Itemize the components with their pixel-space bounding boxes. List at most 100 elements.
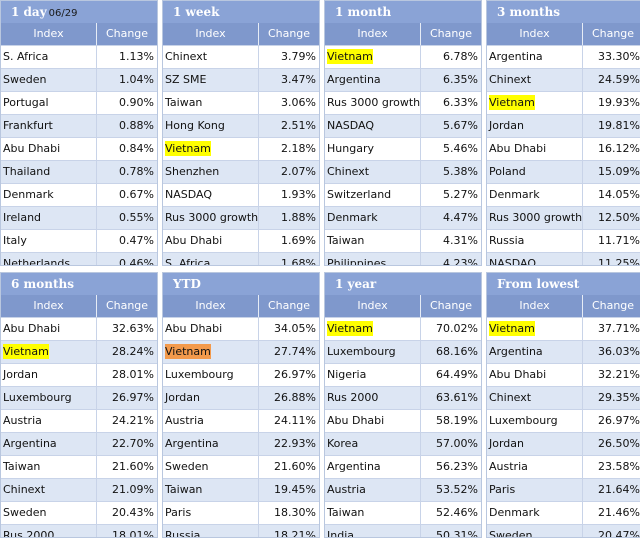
index-cell: Denmark: [487, 502, 583, 524]
table-row: Rus 2000 18.01%: [1, 524, 157, 537]
index-name: Paris: [489, 483, 516, 496]
index-cell: S. Africa: [1, 46, 97, 68]
index-cell: Taiwan: [1, 456, 97, 478]
column-header-change[interactable]: Change: [259, 23, 319, 45]
column-header-index[interactable]: Index: [325, 23, 421, 45]
index-cell: Vietnam: [325, 46, 421, 68]
index-name: Taiwan: [165, 96, 203, 109]
change-value: 36.03%: [598, 345, 640, 358]
table-row: Denmark 4.47%: [325, 206, 481, 229]
panel-from-lowest: From lowest Index Change Vietnam 37.71% Argen…: [486, 272, 640, 538]
column-header-index[interactable]: Index: [1, 295, 97, 317]
index-cell: Argentina: [163, 433, 259, 455]
index-cell: NASDAQ: [325, 115, 421, 137]
change-value: 0.47%: [119, 234, 154, 247]
column-header-index[interactable]: Index: [163, 23, 259, 45]
change-value: 20.43%: [112, 506, 154, 519]
column-header-change[interactable]: Change: [421, 23, 481, 45]
index-cell: Jordan: [487, 433, 583, 455]
index-cell: Italy: [1, 230, 97, 252]
index-name: Sweden: [3, 73, 47, 86]
panel-title-label: 3 months: [497, 5, 560, 19]
column-header-change[interactable]: Change: [259, 295, 319, 317]
column-header-index[interactable]: Index: [487, 295, 583, 317]
panel-title: 1 week: [163, 1, 319, 23]
table-header: Index Change: [325, 23, 481, 45]
index-name: Argentina: [489, 345, 543, 358]
index-cell: Netherlands: [1, 253, 97, 265]
table-row: Denmark 14.05%: [487, 183, 640, 206]
index-cell: Argentina: [325, 456, 421, 478]
change-value: 6.33%: [443, 96, 478, 109]
column-header-change[interactable]: Change: [97, 295, 157, 317]
change-value: 2.51%: [281, 119, 316, 132]
index-cell: Rus 3000 growth: [163, 207, 259, 229]
panel-title-label: 6 months: [11, 277, 74, 291]
table-row: Argentina 22.70%: [1, 432, 157, 455]
index-name: Rus 3000 growth: [489, 211, 583, 224]
index-cell: Frankfurt: [1, 115, 97, 137]
index-name: Vietnam: [165, 141, 211, 156]
column-header-index[interactable]: Index: [325, 295, 421, 317]
table-row: Sweden 20.47%: [487, 524, 640, 538]
index-name: Abu Dhabi: [3, 322, 61, 335]
change-value: 6.78%: [443, 50, 478, 63]
index-cell: Argentina: [487, 46, 583, 68]
change-value: 19.45%: [274, 483, 316, 496]
index-name: Chinext: [327, 165, 370, 178]
index-cell: Switzerland: [325, 184, 421, 206]
change-value: 1.93%: [281, 188, 316, 201]
index-cell: Taiwan: [163, 92, 259, 114]
index-name: S. Africa: [165, 257, 211, 266]
table-row: India 50.31%: [325, 524, 481, 537]
index-cell: Paris: [487, 479, 583, 501]
change-value: 24.21%: [112, 414, 154, 427]
panel-title: 3 months: [487, 1, 640, 23]
change-value: 57.00%: [436, 437, 478, 450]
column-header-index[interactable]: Index: [163, 295, 259, 317]
index-name: Vietnam: [489, 95, 535, 110]
index-cell: Hong Kong: [163, 115, 259, 137]
table-body: Argentina 33.30% Chinext 24.59% Vietnam 19.93…: [487, 45, 640, 266]
change-value: 28.24%: [112, 345, 154, 358]
change-value: 0.67%: [119, 188, 154, 201]
index-cell: Austria: [325, 479, 421, 501]
table-header: Index Change: [325, 295, 481, 317]
table-row: Argentina 36.03%: [487, 340, 640, 363]
index-cell: Thailand: [1, 161, 97, 183]
table-row: Sweden 20.43%: [1, 501, 157, 524]
column-header-index[interactable]: Index: [487, 23, 583, 45]
index-cell: Rus 2000: [1, 525, 97, 537]
change-value: 20.47%: [598, 529, 640, 538]
change-value: 26.97%: [112, 391, 154, 404]
change-value: 27.74%: [274, 345, 316, 358]
column-header-change[interactable]: Change: [97, 23, 157, 45]
column-header-index[interactable]: Index: [1, 23, 97, 45]
column-header-change[interactable]: Change: [583, 295, 640, 317]
index-name: Argentina: [3, 437, 57, 450]
column-header-change[interactable]: Change: [421, 295, 481, 317]
index-name: Denmark: [3, 188, 54, 201]
change-value: 56.23%: [436, 460, 478, 473]
index-name: Jordan: [489, 437, 524, 450]
change-value: 3.47%: [281, 73, 316, 86]
index-cell: India: [325, 525, 421, 537]
index-cell: Abu Dhabi: [163, 318, 259, 340]
table-body: Vietnam 6.78% Argentina 6.35% Rus 3000 growt…: [325, 45, 481, 265]
table-row: Korea 57.00%: [325, 432, 481, 455]
panel-3-months: 3 months Index Change Argentina 33.30% Chinex…: [486, 0, 640, 266]
index-name: NASDAQ: [165, 188, 213, 201]
index-cell: Hungary: [325, 138, 421, 160]
change-value: 0.84%: [119, 142, 154, 155]
index-name: Sweden: [165, 460, 209, 473]
index-name: Luxembourg: [3, 391, 72, 404]
index-name: Vietnam: [3, 344, 49, 359]
index-name: Abu Dhabi: [489, 142, 547, 155]
change-value: 24.59%: [598, 73, 640, 86]
index-cell: Denmark: [1, 184, 97, 206]
index-name: NASDAQ: [489, 257, 537, 266]
index-cell: Luxembourg: [1, 387, 97, 409]
column-header-change[interactable]: Change: [583, 23, 640, 45]
change-value: 4.47%: [443, 211, 478, 224]
index-cell: Denmark: [487, 184, 583, 206]
